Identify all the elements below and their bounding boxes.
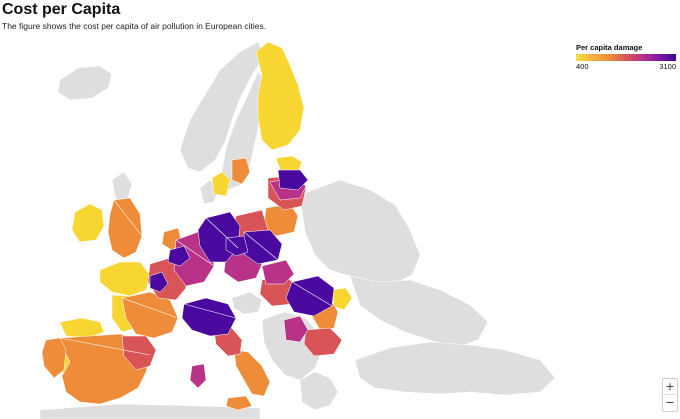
portugal-region[interactable] <box>41 337 67 379</box>
legend-max-label: 3100 <box>659 62 676 71</box>
no-data-regions <box>39 41 556 419</box>
scotland-region[interactable] <box>111 171 133 201</box>
region-borders <box>59 199 333 356</box>
serbia-region[interactable] <box>283 315 309 343</box>
uk-region[interactable] <box>107 197 143 259</box>
italy-south-region[interactable] <box>233 349 271 397</box>
legend-title: Per capita damage <box>576 43 643 52</box>
page-subtitle: The figure shows the cost per capita of … <box>2 21 267 31</box>
legend-gradient-bar <box>576 54 676 61</box>
slovakia-region[interactable] <box>261 259 295 285</box>
turkey-region[interactable] <box>354 341 556 396</box>
zoom-out-button[interactable]: − <box>665 396 675 409</box>
legend-min-label: 400 <box>576 62 589 71</box>
norway-south-region[interactable] <box>211 171 231 197</box>
page-title: Cost per Capita <box>2 1 121 18</box>
east-europe-region[interactable] <box>299 179 421 286</box>
bulgaria-region[interactable] <box>303 327 343 357</box>
moldova-region[interactable] <box>331 287 353 311</box>
sicily-region[interactable] <box>225 395 253 411</box>
color-legend: Per capita damage 400 3100 <box>576 43 676 72</box>
north-africa-region[interactable] <box>39 403 261 419</box>
alsace-region[interactable] <box>149 271 169 293</box>
zoom-in-button[interactable]: + <box>663 379 677 395</box>
romania-central-region[interactable] <box>285 275 335 317</box>
ukraine-region[interactable] <box>349 275 489 349</box>
low-damage-regions <box>55 41 353 375</box>
border-line <box>59 199 333 356</box>
iceland-region[interactable] <box>57 65 113 101</box>
sardinia-region[interactable] <box>189 363 207 389</box>
greece-region[interactable] <box>299 371 339 411</box>
legend-ticks: 400 3100 <box>576 62 676 72</box>
ireland-region[interactable] <box>71 203 105 243</box>
po-valley-region[interactable] <box>181 297 237 337</box>
norway-region[interactable] <box>179 41 266 173</box>
finland-region[interactable] <box>255 41 305 151</box>
czech-east-region[interactable] <box>225 235 249 257</box>
sweden-south-region[interactable] <box>231 157 251 185</box>
zoom-controls: + − <box>662 378 678 412</box>
latvia-region[interactable] <box>277 169 309 191</box>
france-northwest-region[interactable] <box>99 261 151 297</box>
extreme-damage-regions <box>149 169 335 337</box>
alpine-gap-region[interactable] <box>231 291 263 315</box>
belgium-region[interactable] <box>167 245 191 267</box>
spain-north-region[interactable] <box>59 317 105 339</box>
